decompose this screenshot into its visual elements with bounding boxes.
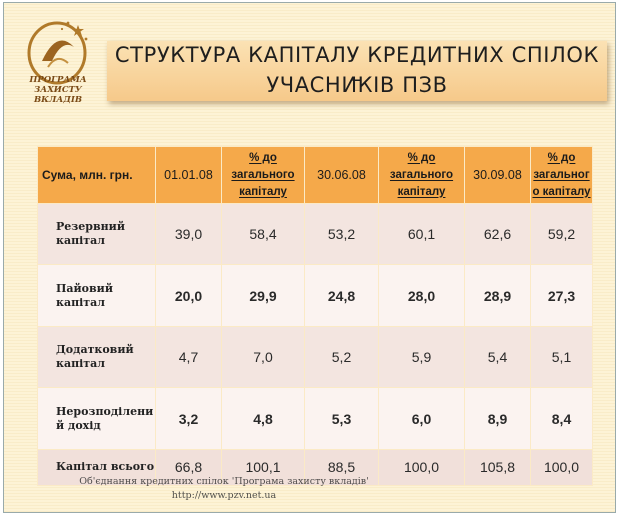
row-label: Нерозподілени й дохід xyxy=(37,387,156,450)
table-row: Пайовий капітал 20,0 29,9 24,8 28,0 28,9… xyxy=(37,264,593,327)
logo-emblem-icon xyxy=(27,21,88,85)
cell-value: 8,9 xyxy=(464,387,531,450)
footer: Об'єднання кредитних спілок 'Програма за… xyxy=(64,475,384,503)
cell-value: 5,3 xyxy=(304,387,379,450)
logo-text: ПРОГРАМА ЗАХИСТУ ВКЛАДІВ xyxy=(10,75,106,105)
cell-value: 6,0 xyxy=(378,387,465,450)
cell-value: 5,1 xyxy=(530,325,593,389)
cell-value: 100,1 xyxy=(221,448,305,487)
cell-value: 59,2 xyxy=(530,202,593,266)
cell-value: 4,7 xyxy=(155,325,222,389)
cell-value: 24,8 xyxy=(304,264,379,327)
page-title-line2: УЧАСНИКІВ ПЗВ xyxy=(266,73,448,97)
table-row: Додатковий капітал 4,7 7,0 5,2 5,9 5,4 5… xyxy=(37,325,593,389)
row-label: Пайовий капітал xyxy=(37,264,156,327)
cell-value: 53,2 xyxy=(304,202,379,266)
table-header-row: Сума, млн. грн. 01.01.08 % до загального… xyxy=(37,146,593,204)
cell-value: 5,2 xyxy=(304,325,379,389)
table-row-total: Капітал всього 66,8 100,1 88,5 100,0 105… xyxy=(37,448,593,487)
cell-value: 100,0 xyxy=(378,448,465,487)
cell-value: 39,0 xyxy=(155,202,222,266)
cell-value: 28,0 xyxy=(378,264,465,327)
cell-value: 105,8 xyxy=(464,448,531,487)
logo-line1: ПРОГРАМА xyxy=(29,75,87,85)
cell-value: 29,9 xyxy=(221,264,305,327)
header-date-2: 30.06.08 xyxy=(304,146,379,204)
cell-value: 100,0 xyxy=(530,448,593,487)
cell-value: 62,6 xyxy=(464,202,531,266)
footer-org: Об'єднання кредитних спілок 'Програма за… xyxy=(79,476,369,487)
cell-value: 58,4 xyxy=(221,202,305,266)
cell-value: 28,9 xyxy=(464,264,531,327)
cell-value: 27,3 xyxy=(530,264,593,327)
header-pct-3: % до загальног о капіталу xyxy=(530,146,593,204)
cell-value: 60,1 xyxy=(378,202,465,266)
cell-value: 8,4 xyxy=(530,387,593,450)
cell-value: 88,5 xyxy=(304,448,379,487)
row-label: Резервний капітал xyxy=(37,202,156,266)
footer-url: http://www.pzv.net.ua xyxy=(171,490,277,501)
table-row: Нерозподілени й дохід 3,2 4,8 5,3 6,0 8,… xyxy=(37,387,593,450)
cell-value: 5,4 xyxy=(464,325,531,389)
header-amount: Сума, млн. грн. xyxy=(37,146,156,204)
logo: ПРОГРАМА ЗАХИСТУ ВКЛАДІВ xyxy=(12,17,102,109)
logo-line2: ЗАХИСТУ ВКЛАДІВ xyxy=(33,85,83,105)
cell-value: 4,8 xyxy=(221,387,305,450)
header-date-1: 01.01.08 xyxy=(155,146,222,204)
cell-value: 5,9 xyxy=(378,325,465,389)
header-pct-2: % до загального капіталу xyxy=(378,146,465,204)
row-label: Додатковий капітал xyxy=(37,325,156,389)
header-pct-1: % до загального капіталу xyxy=(221,146,305,204)
capital-structure-table: Сума, млн. грн. 01.01.08 % до загального… xyxy=(37,146,593,487)
table-row: Резервний капітал 39,0 58,4 53,2 60,1 62… xyxy=(37,202,593,266)
page-title-line1: СТРУКТУРА КАПІТАЛУ КРЕДИТНИХ СПІЛОК – xyxy=(114,43,600,91)
cell-value: 3,2 xyxy=(155,387,222,450)
cell-value: 7,0 xyxy=(221,325,305,389)
slide: ПРОГРАМА ЗАХИСТУ ВКЛАДІВ СТРУКТУРА КАПІТ… xyxy=(3,2,616,513)
title-box: СТРУКТУРА КАПІТАЛУ КРЕДИТНИХ СПІЛОК – УЧ… xyxy=(107,41,607,101)
header-date-3: 30.09.08 xyxy=(464,146,531,204)
cell-value: 20,0 xyxy=(155,264,222,327)
row-label: Капітал всього xyxy=(37,448,156,487)
